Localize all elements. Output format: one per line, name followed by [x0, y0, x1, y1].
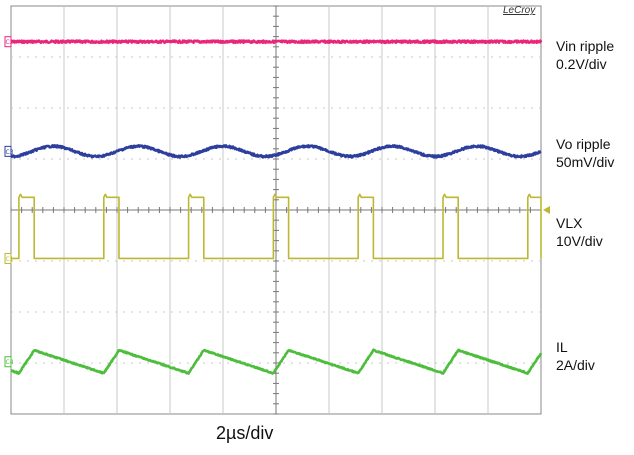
- graticule-grid: [10, 5, 542, 415]
- channel-marker-box: [4, 145, 12, 157]
- timebase-label: 2µs/div: [216, 423, 274, 443]
- channel-marker-box: [4, 252, 12, 264]
- trace-scale-vlx: 10V/div: [556, 233, 603, 249]
- channel-marker-c2: C2: [4, 36, 14, 48]
- trace-vlx: [11, 193, 542, 260]
- channel-marker-text: C4: [6, 359, 14, 366]
- trace-scale-vin: 0.2V/div: [556, 56, 607, 72]
- trace-label-il: IL 2A/div: [556, 338, 595, 374]
- trace-scale-vo: 50mV/div: [556, 154, 615, 170]
- channel-marker-c4: C4: [4, 356, 14, 368]
- channel-marker-box: [4, 356, 12, 368]
- trace-label-vin: Vin ripple 0.2V/div: [556, 37, 614, 73]
- trace-il: [10, 348, 543, 375]
- trace-scale-il: 2A/div: [556, 357, 595, 373]
- channel-marker-text: C3: [6, 149, 14, 156]
- channel-markers: C2 C3 C1 C4: [4, 36, 550, 368]
- waveform-traces: [9, 39, 543, 375]
- trace-label-vo: Vo ripple 50mV/div: [556, 135, 614, 171]
- trace-name-vlx: VLX: [556, 215, 583, 231]
- trace-vo-ripple: [9, 144, 542, 159]
- scope-brand-logo: LeCroy: [503, 5, 536, 16]
- trigger-level-marker: [543, 206, 550, 214]
- channel-marker-text: C1: [6, 256, 14, 263]
- trace-label-vlx: VLX 10V/div: [556, 214, 603, 250]
- channel-marker-text: C2: [6, 39, 14, 46]
- trace-name-vo: Vo ripple: [556, 136, 611, 152]
- channel-marker-c1: C1: [4, 252, 14, 264]
- channel-marker-box: [4, 36, 12, 48]
- channel-marker-c3: C3: [4, 145, 14, 157]
- trace-name-vin: Vin ripple: [556, 38, 615, 54]
- trace-vin-ripple: [10, 39, 543, 45]
- trace-name-il: IL: [556, 339, 568, 355]
